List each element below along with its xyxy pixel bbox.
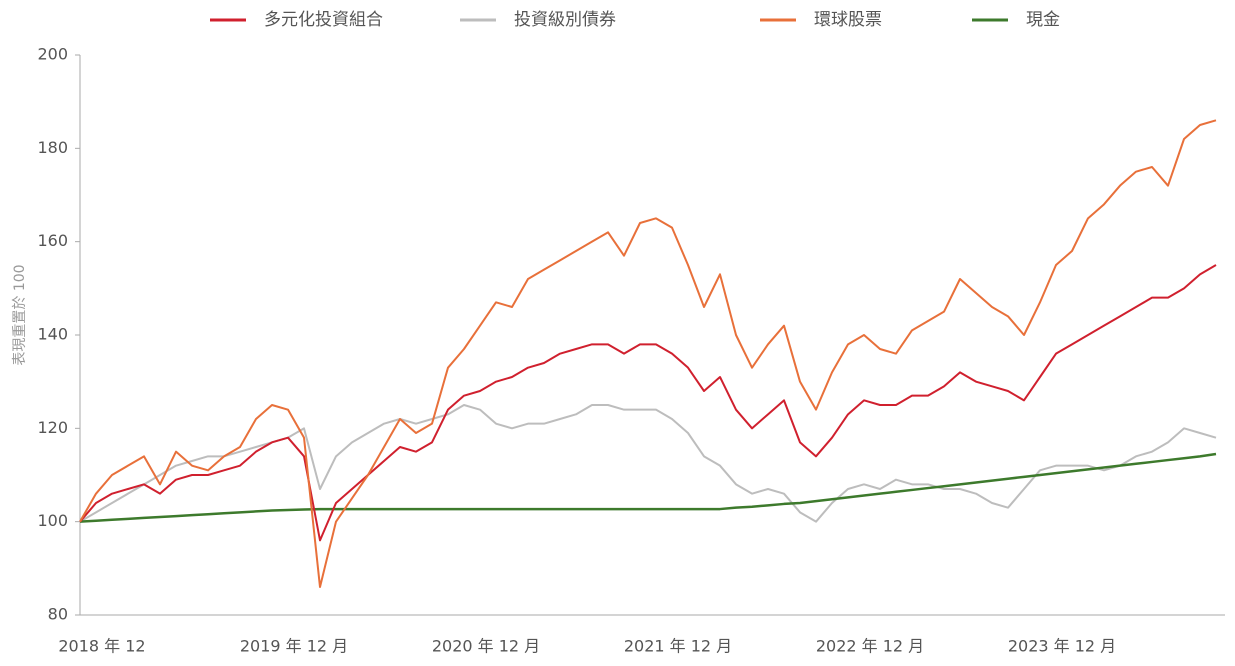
series-line [79, 264, 1217, 542]
legend-label: 環球股票 [814, 10, 882, 30]
y-tick-label: 200 [37, 45, 68, 64]
x-tick-label: 2018 年 12 [58, 637, 145, 656]
series-line [79, 452, 1217, 523]
x-tick-label: 2023 年 12 月 [1008, 637, 1116, 656]
x-tick-label: 2022 年 12 月 [816, 637, 924, 656]
y-tick-label: 180 [37, 138, 68, 157]
legend-label: 多元化投資組合 [264, 10, 383, 30]
y-tick-label: 80 [48, 605, 68, 624]
legend-label: 現金 [1026, 10, 1060, 30]
x-tick-label: 2019 年 12 月 [240, 637, 348, 656]
x-tick-label: 2020 年 12 月 [432, 637, 540, 656]
series-line [79, 404, 1217, 523]
y-tick-label: 160 [37, 231, 68, 250]
x-tick-label: 2021 年 12 月 [624, 637, 732, 656]
y-tick-label: 140 [37, 325, 68, 344]
y-axis-label: 表現重置於 100 [12, 264, 28, 365]
series-line [79, 119, 1217, 588]
y-tick-label: 120 [37, 418, 68, 437]
y-tick-label: 100 [37, 511, 68, 530]
legend-label: 投資級別債券 [514, 10, 616, 30]
